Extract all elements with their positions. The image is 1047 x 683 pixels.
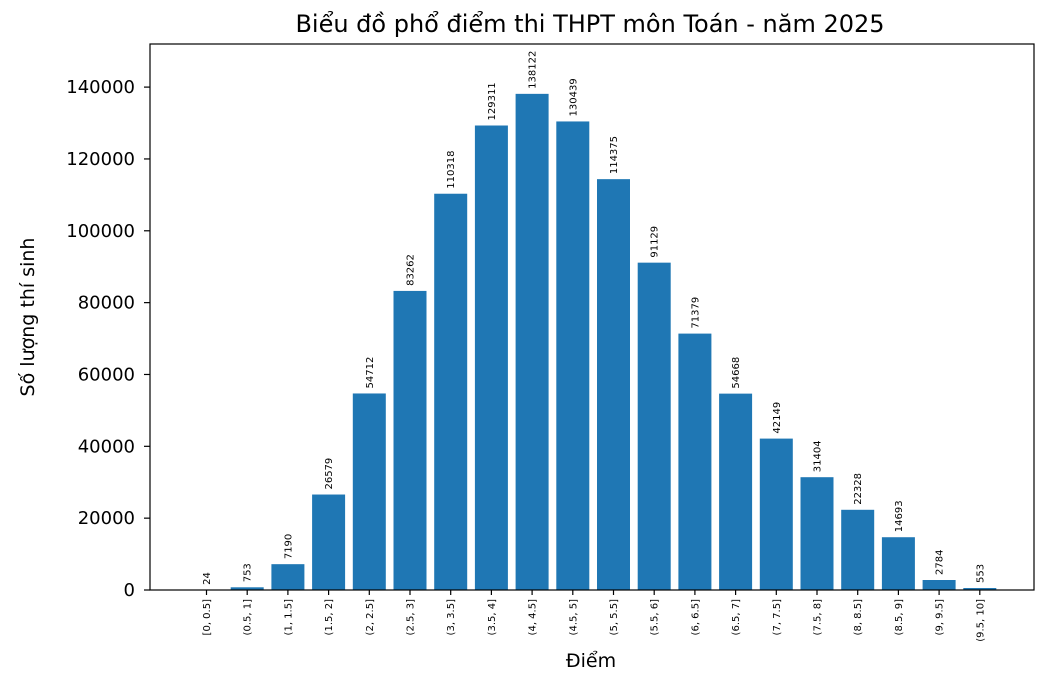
data-label: 71379 bbox=[690, 297, 701, 329]
x-tick-label: (0.5, 1] bbox=[243, 599, 254, 636]
y-tick-label: 100000 bbox=[66, 221, 135, 242]
bar bbox=[434, 193, 468, 590]
x-tick-label: (2.5, 3] bbox=[406, 599, 417, 636]
bar bbox=[515, 93, 549, 591]
x-tick-label: (4.5, 5] bbox=[568, 599, 579, 636]
data-label: 22328 bbox=[853, 473, 864, 505]
bar bbox=[759, 438, 793, 590]
x-tick-label: (1.5, 2] bbox=[324, 599, 335, 636]
y-tick-label: 120000 bbox=[66, 149, 135, 170]
bar bbox=[271, 564, 305, 590]
bar bbox=[841, 509, 875, 590]
data-label: 26579 bbox=[324, 458, 335, 490]
x-tick-label: (8.5, 9] bbox=[894, 599, 905, 636]
data-label: 91129 bbox=[650, 226, 661, 258]
y-tick-label: 20000 bbox=[78, 508, 135, 529]
x-tick-label: [0, 0.5] bbox=[202, 599, 213, 636]
x-axis: [0, 0.5] (0.5, 1] (1, 1.5] (1.5, 2] (2, 2.5]… bbox=[202, 590, 986, 642]
x-tick-label: (3.5, 4] bbox=[487, 599, 498, 636]
bar bbox=[230, 587, 264, 590]
data-label: 83262 bbox=[406, 254, 417, 286]
x-axis-label: Điểm bbox=[566, 650, 616, 672]
bar bbox=[352, 393, 386, 590]
y-axis-label: Số lượng thí sinh bbox=[17, 238, 39, 397]
x-tick-label: (8, 8.5] bbox=[853, 599, 864, 636]
x-tick-label: (5.5, 6] bbox=[650, 599, 661, 636]
data-label: 130439 bbox=[568, 78, 579, 116]
data-label: 54712 bbox=[365, 357, 376, 389]
data-label: 24 bbox=[202, 572, 213, 585]
data-label: 753 bbox=[243, 563, 254, 582]
x-tick-label: (1, 1.5] bbox=[283, 599, 294, 636]
bar bbox=[800, 477, 834, 590]
data-label: 138122 bbox=[528, 51, 539, 89]
y-tick-label: 80000 bbox=[78, 293, 135, 314]
data-label: 114375 bbox=[609, 136, 620, 174]
y-tick-label: 40000 bbox=[78, 436, 135, 457]
bar bbox=[393, 290, 427, 590]
bar bbox=[678, 333, 712, 590]
plot-frame bbox=[149, 43, 1035, 591]
data-label: 2784 bbox=[935, 550, 946, 575]
chart-title: Biểu đồ phổ điểm thi THPT môn Toán - năm… bbox=[295, 10, 884, 38]
data-label: 54668 bbox=[731, 357, 742, 389]
bar bbox=[922, 579, 956, 590]
data-label: 110318 bbox=[446, 151, 457, 189]
y-tick-label: 60000 bbox=[78, 364, 135, 385]
data-label: 129311 bbox=[487, 82, 498, 120]
y-axis: 0 20000 40000 60000 80000 100000 120000 140000 bbox=[66, 77, 150, 601]
y-tick-label: 140000 bbox=[66, 77, 135, 98]
data-label: 553 bbox=[975, 564, 986, 583]
data-label: 7190 bbox=[283, 534, 294, 559]
x-tick-label: (5, 5.5] bbox=[609, 599, 620, 636]
bar bbox=[881, 537, 915, 590]
data-label: 42149 bbox=[772, 402, 783, 434]
x-tick-label: (6, 6.5] bbox=[690, 599, 701, 636]
data-label: 31404 bbox=[813, 440, 824, 472]
x-tick-label: (9.5, 10] bbox=[975, 599, 986, 642]
x-tick-label: (2, 2.5] bbox=[365, 599, 376, 636]
x-tick-label: (9, 9.5] bbox=[935, 599, 946, 636]
bar bbox=[719, 393, 753, 590]
bar bbox=[597, 179, 630, 590]
y-tick-label: 0 bbox=[124, 580, 135, 601]
bar bbox=[963, 588, 997, 590]
x-tick-label: (6.5, 7] bbox=[731, 599, 742, 636]
x-tick-label: (7.5, 8] bbox=[813, 599, 824, 636]
x-tick-label: (7, 7.5] bbox=[772, 599, 783, 636]
bar bbox=[556, 121, 590, 591]
bar bbox=[637, 262, 671, 590]
x-tick-label: (3, 3.5] bbox=[446, 599, 457, 636]
bar bbox=[474, 125, 508, 590]
bars-group bbox=[190, 93, 997, 591]
x-tick-label: (4, 4.5] bbox=[528, 599, 539, 636]
bar bbox=[312, 494, 346, 590]
data-label: 14693 bbox=[894, 500, 905, 532]
data-labels-group: 24 753 7190 26579 54712 83262 110318 129311 1381… bbox=[202, 51, 986, 585]
